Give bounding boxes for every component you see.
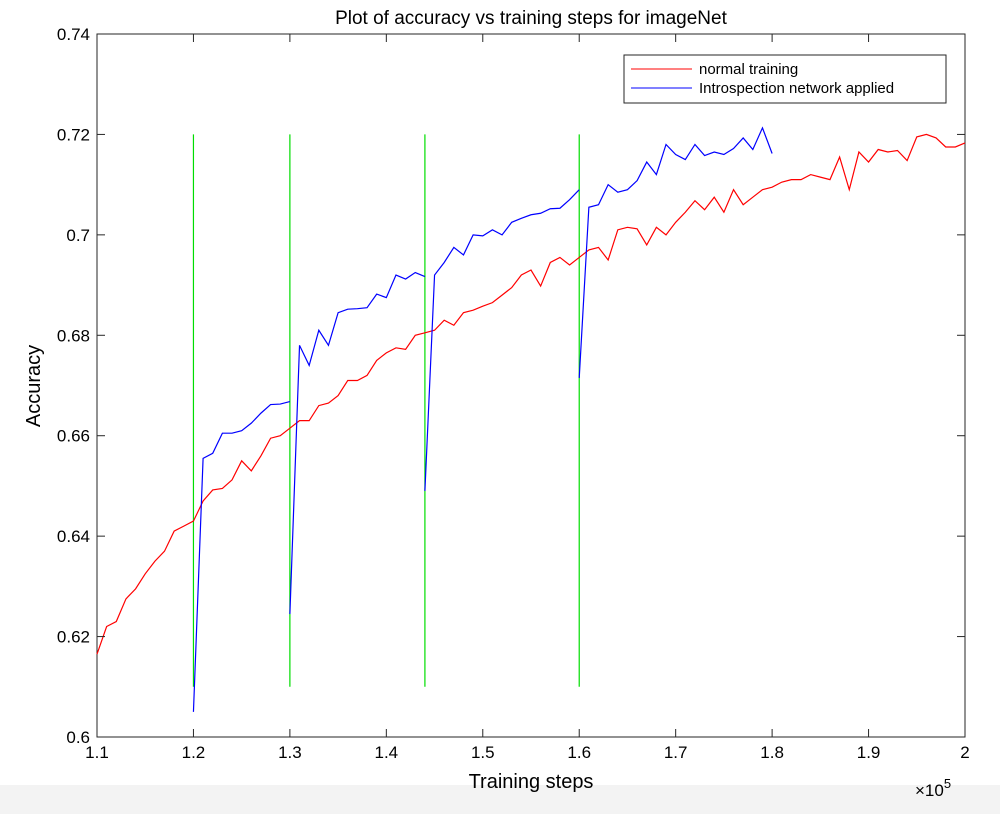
x-tick-label-8: 1.9: [857, 743, 881, 762]
x-tick-label-1: 1.2: [182, 743, 206, 762]
plot-area: [96, 33, 966, 738]
x-axis-multiplier-exponent: 5: [944, 776, 951, 791]
chart-title: Plot of accuracy vs training steps for i…: [335, 8, 728, 29]
x-tick-label-4: 1.5: [471, 743, 495, 762]
x-tick-label-6: 1.7: [664, 743, 688, 762]
legend: normal training Introspection network ap…: [623, 54, 947, 104]
y-tick-label-2: 0.64: [57, 527, 90, 546]
x-tick-label-3: 1.4: [375, 743, 399, 762]
x-tick-label-0: 1.1: [85, 743, 109, 762]
legend-box: [623, 54, 947, 104]
series-line-introspection-segment-3: [578, 126, 773, 379]
series-line-normal-training: [96, 133, 966, 655]
y-tick-label-0: 0.6: [66, 728, 90, 747]
x-axis-label: Training steps: [469, 771, 594, 793]
y-tick-label-4: 0.68: [57, 326, 90, 345]
x-axis-multiplier-base: ×10: [915, 781, 944, 800]
series-line-introspection-segment-0: [192, 400, 291, 712]
x-tick-label-5: 1.6: [567, 743, 591, 762]
series-line-introspection-segment-1: [289, 271, 426, 614]
legend-label-normal-training: normal training: [699, 61, 798, 78]
series-line-introspection-segment-2: [424, 189, 580, 491]
legend-label-introspection: Introspection network applied: [699, 80, 894, 97]
x-axis-multiplier: ×105: [915, 776, 951, 800]
y-tick-label-5: 0.7: [66, 226, 90, 245]
x-tick-label-7: 1.8: [760, 743, 784, 762]
figure-bottom-band: [0, 785, 1000, 814]
axes-group: 1.1 1.2 1.3 1.4 1.5 1.6 1.7 1.8 1.9 2 0.6 0.62 0.64 0…: [57, 25, 970, 762]
y-tick-label-6: 0.72: [57, 125, 90, 144]
y-axis-label: Accuracy: [23, 345, 45, 427]
x-tick-label-9: 2: [960, 743, 969, 762]
series-group: [96, 126, 966, 712]
y-tick-label-3: 0.66: [57, 427, 90, 446]
y-tick-label-7: 0.74: [57, 25, 90, 44]
x-tick-label-2: 1.3: [278, 743, 302, 762]
vertical-markers: [192, 134, 580, 687]
y-tick-label-1: 0.62: [57, 628, 90, 647]
